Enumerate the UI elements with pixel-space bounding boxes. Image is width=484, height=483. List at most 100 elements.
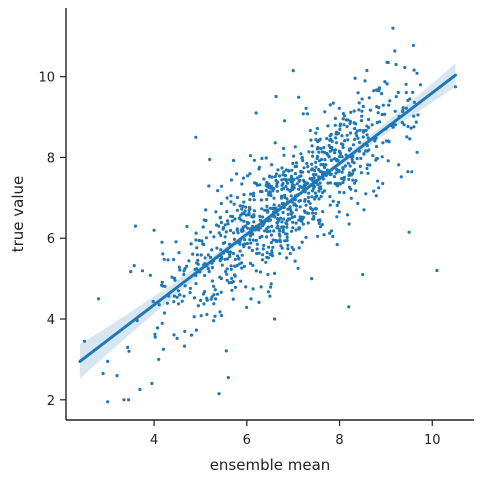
scatter-point [372, 189, 376, 193]
scatter-point [196, 258, 200, 262]
y-tick-label: 2 [47, 394, 55, 409]
scatter-point [288, 252, 292, 256]
scatter-point [239, 279, 243, 283]
scatter-point [343, 139, 347, 143]
scatter-point [153, 335, 157, 339]
scatter-point [355, 134, 359, 138]
scatter-point [275, 184, 279, 188]
scatter-point [314, 160, 318, 164]
scatter-point [356, 91, 360, 95]
scatter-point [288, 217, 292, 221]
scatter-point [282, 217, 286, 221]
scatter-point [224, 270, 228, 274]
scatter-point [205, 298, 209, 302]
scatter-point [353, 181, 357, 185]
scatter-point [284, 179, 288, 183]
scatter-point [257, 165, 261, 169]
scatter-point [349, 196, 353, 200]
scatter-point [272, 196, 276, 200]
scatter-point [205, 312, 209, 317]
scatter-point [337, 200, 341, 204]
scatter-point [258, 270, 263, 274]
scatter-point [317, 167, 321, 172]
scatter-point [317, 138, 321, 142]
scatter-point [231, 280, 235, 284]
scatter-point [160, 240, 164, 244]
scatter-point [200, 239, 204, 243]
scatter-point [349, 110, 353, 114]
scatter-point [310, 144, 314, 148]
scatter-point [240, 207, 244, 211]
scatter-point [301, 222, 305, 226]
x-tick-label: 6 [243, 433, 251, 448]
scatter-point [217, 224, 221, 228]
scatter-point [265, 230, 269, 234]
scatter-point [349, 147, 353, 151]
scatter-point [174, 240, 178, 244]
scatter-point [290, 245, 294, 249]
scatter-point [266, 290, 270, 294]
scatter-point [307, 150, 311, 154]
scatter-point [229, 178, 234, 182]
scatter-point [328, 195, 332, 199]
scatter-point [250, 224, 255, 228]
scatter-point [252, 214, 256, 218]
scatter-point [225, 272, 229, 276]
scatter-point [291, 226, 295, 230]
scatter-point [386, 60, 390, 65]
scatter-point [269, 193, 273, 198]
scatter-point [283, 119, 287, 123]
scatter-point [191, 252, 195, 256]
scatter-point [278, 174, 282, 178]
scatter-point [293, 145, 297, 149]
scatter-point [160, 321, 164, 325]
scatter-point [348, 164, 352, 168]
scatter-point [248, 234, 253, 238]
scatter-point [257, 300, 261, 304]
scatter-point [138, 387, 142, 392]
scatter-point [188, 286, 192, 290]
scatter-point [305, 211, 309, 215]
scatter-point [302, 166, 306, 170]
scatter-point [401, 106, 405, 110]
scatter-point [237, 257, 241, 261]
scatter-point [277, 204, 281, 208]
scatter-point [316, 145, 320, 150]
scatter-point [220, 184, 224, 188]
scatter-point [236, 231, 240, 235]
scatter-point [381, 141, 385, 145]
scatter-point [328, 181, 332, 185]
scatter-point [270, 206, 275, 210]
scatter-point [305, 181, 309, 185]
scatter-point [223, 235, 227, 239]
scatter-point [195, 267, 199, 271]
scatter-point [337, 210, 341, 214]
scatter-point [268, 184, 272, 188]
scatter-point [375, 105, 379, 109]
scatter-point [173, 278, 177, 282]
scatter-point [276, 212, 280, 217]
scatter-point [324, 163, 328, 167]
scatter-point [214, 297, 218, 301]
scatter-point [374, 145, 379, 149]
scatter-point [196, 304, 200, 308]
scatter-point [195, 253, 199, 257]
scatter-point [387, 103, 391, 107]
scatter-point [284, 168, 288, 172]
scatter-point [323, 150, 327, 155]
scatter-point [223, 257, 227, 261]
scatter-point [254, 238, 258, 242]
scatter-point [197, 238, 201, 243]
scatter-point [317, 197, 321, 201]
scatter-point [301, 178, 305, 182]
scatter-point [266, 272, 270, 277]
scatter-point [318, 218, 322, 222]
scatter-point [330, 145, 334, 149]
scatter-point [247, 246, 251, 250]
scatter-point [224, 230, 228, 234]
scatter-point [313, 191, 317, 195]
scatter-point [330, 148, 334, 152]
scatter-point [365, 149, 369, 153]
scatter-point [415, 150, 419, 154]
